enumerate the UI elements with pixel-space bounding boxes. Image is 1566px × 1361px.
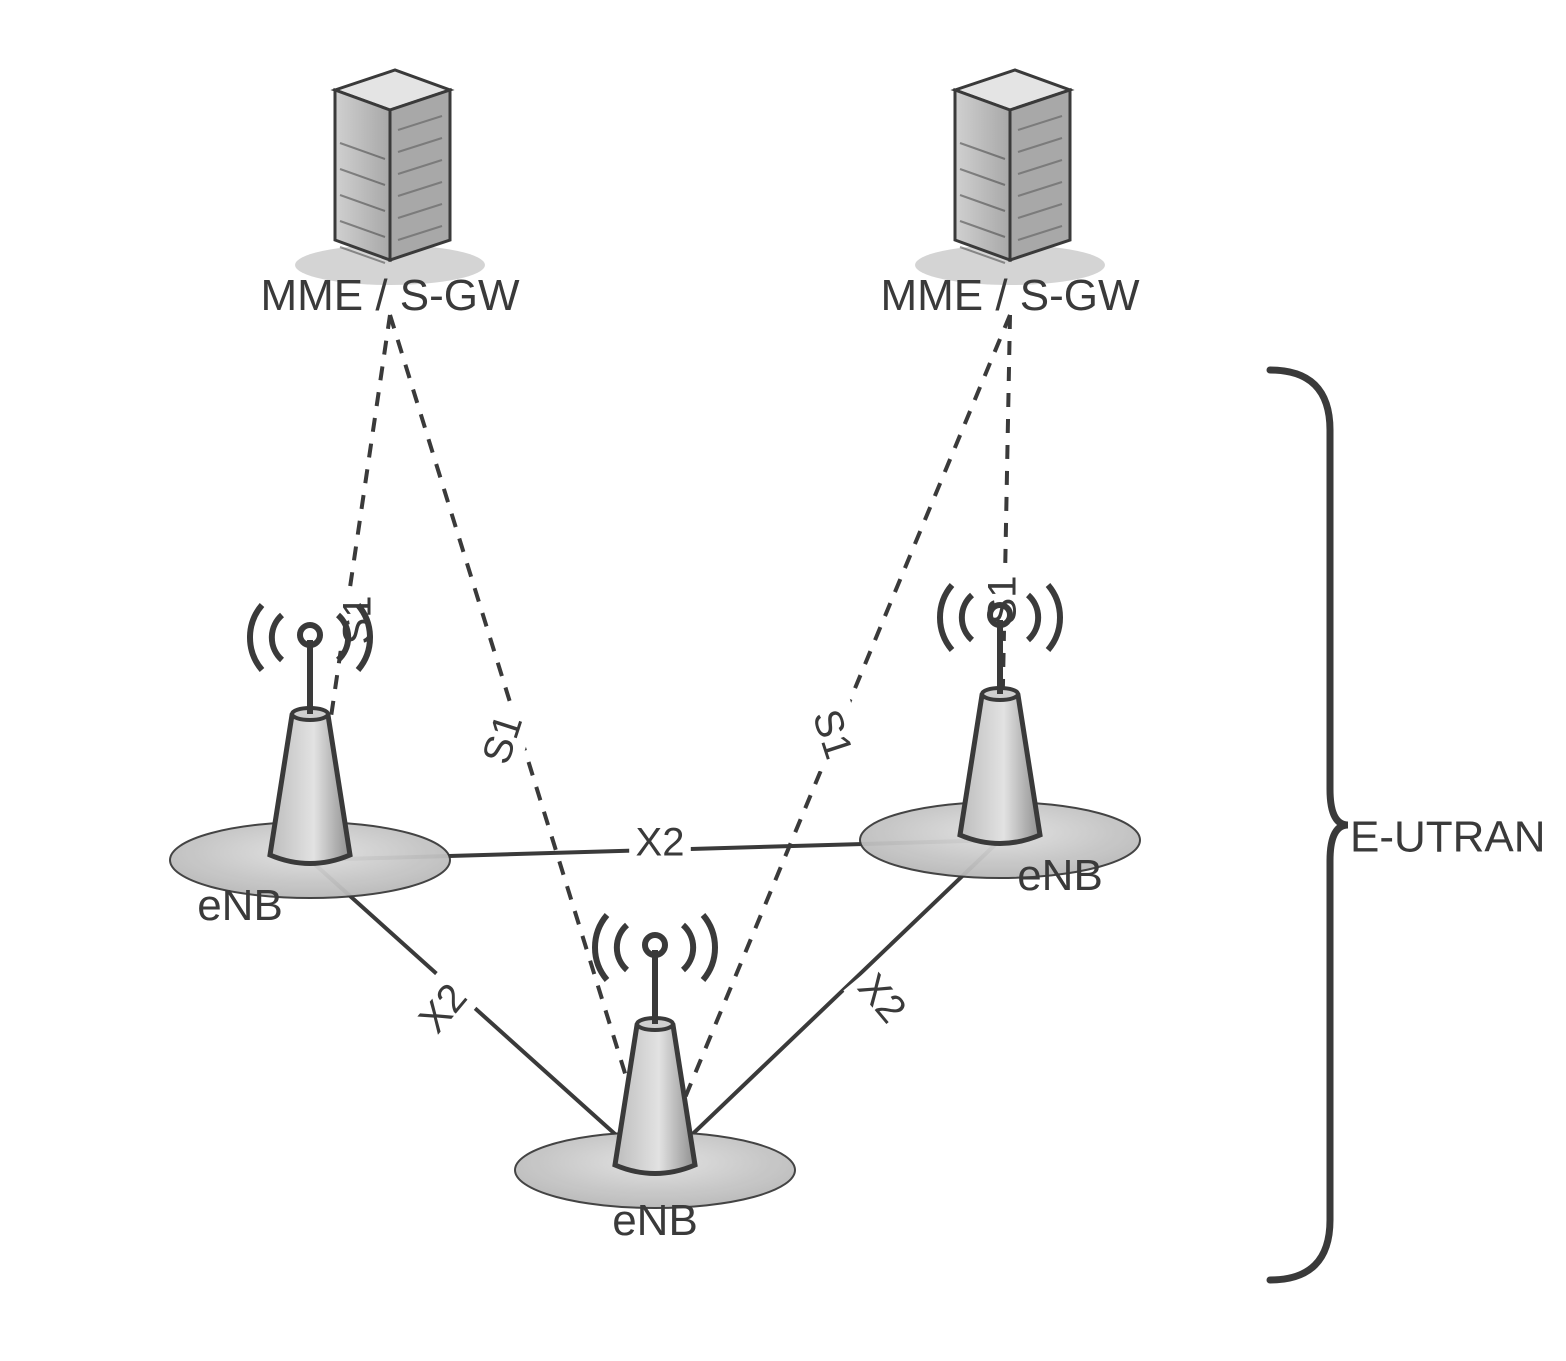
edge-label: S1 [467,701,535,776]
brace-icon [1270,370,1348,1280]
server-icon: MME / S-GW [880,70,1140,320]
server-label: MME / S-GW [880,271,1140,320]
server-icon: MME / S-GW [260,70,520,320]
enb-icon: eNB [860,585,1140,900]
enb-label: eNB [612,1196,698,1245]
edge-label: S1 [330,589,382,651]
server-label: MME / S-GW [260,271,520,320]
x2-link [310,860,655,1170]
enb-icon: eNB [170,605,450,930]
edge-label: X2 [629,815,691,867]
x2-link [655,840,1000,1170]
enb-label: eNB [197,881,283,930]
svg-text:S1: S1 [981,576,1025,625]
eutran-label: E-UTRAN [1350,813,1546,862]
svg-text:X2: X2 [636,821,685,865]
edge-label: X2 [843,957,922,1038]
edge-label: S1 [800,696,868,771]
enb-label: eNB [1017,851,1103,900]
edge-label: X2 [402,967,481,1048]
svg-text:X2: X2 [411,976,476,1042]
